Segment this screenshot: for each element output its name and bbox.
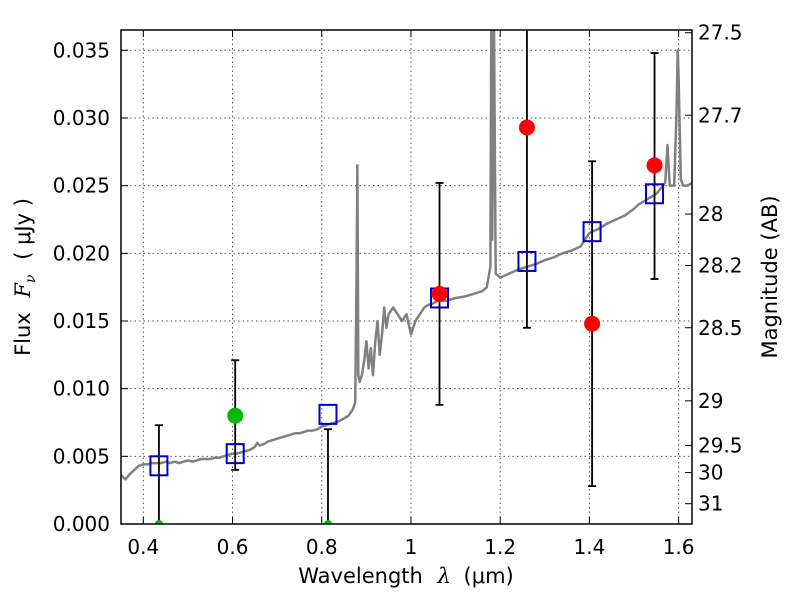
x-tick-label: 0.8 <box>306 535 338 559</box>
model-spectrum-line <box>121 30 692 481</box>
magnitude-axis-label: Magnitude (AB) <box>758 195 782 358</box>
measured-photometry-points <box>154 119 663 524</box>
y-tick-label: 0.020 <box>53 241 110 265</box>
y-tick-label: 0.025 <box>53 174 110 198</box>
magnitude-tick-label: 27.7 <box>698 103 743 127</box>
measured-flux-point <box>646 157 663 174</box>
magnitude-tick-label: 29 <box>698 389 723 413</box>
magnitude-tick-label: 30 <box>698 461 723 485</box>
measured-flux-point <box>227 407 244 424</box>
axis-ticks: 0.4 0.6 0.8 1 1.2 1.4 1.6 0.000 0.005 0.010 0.015 0… <box>53 21 743 559</box>
x-tick-label: 1 <box>405 535 418 559</box>
x-tick-label: 0.6 <box>217 535 249 559</box>
y-axis-label-subscript: ν <box>23 274 39 283</box>
x-tick-label: 1.2 <box>484 535 516 559</box>
x-tick-label: 1.6 <box>663 535 695 559</box>
x-tick-label: 0.4 <box>127 535 159 559</box>
x-axis-label-unit: (μm) <box>464 564 514 588</box>
synthetic-flux-box <box>582 221 602 243</box>
x-tick-label: 1.4 <box>573 535 605 559</box>
y-axis-label: Flux Fν ( μJy ) <box>11 198 40 356</box>
y-axis-label-symbol: F <box>11 282 35 299</box>
y-tick-label: 0.010 <box>53 377 110 401</box>
x-axis-label-symbol: λ <box>437 564 451 588</box>
y-axis-label-unit: ( μJy ) <box>11 198 35 260</box>
synthetic-flux-box <box>225 443 245 465</box>
synthetic-flux-box <box>149 455 169 477</box>
grid <box>121 30 692 524</box>
measured-flux-point <box>518 119 535 136</box>
magnitude-tick-label: 28.2 <box>698 253 743 277</box>
x-axis-label-text: Wavelength <box>298 564 423 588</box>
measured-flux-point <box>584 315 601 332</box>
y-tick-label: 0.015 <box>53 309 110 333</box>
x-axis-label: Wavelength λ (μm) <box>298 564 513 588</box>
measured-flux-point <box>431 285 448 302</box>
error-bars <box>154 30 659 524</box>
magnitude-tick-label: 28.5 <box>698 316 743 340</box>
synthetic-flux-box <box>517 250 537 272</box>
y-axis-label-text: Flux <box>11 312 35 356</box>
measured-flux-point <box>323 520 332 524</box>
magnitude-tick-label: 31 <box>698 492 723 516</box>
y-tick-label: 0.030 <box>53 106 110 130</box>
y-tick-label: 0.005 <box>53 444 110 468</box>
magnitude-tick-label: 27.5 <box>698 21 743 45</box>
synthetic-flux-box <box>318 403 338 425</box>
plot-frame <box>120 29 693 525</box>
magnitude-tick-label: 29.5 <box>698 434 743 458</box>
magnitude-tick-label: 28 <box>698 202 723 226</box>
measured-flux-point <box>154 520 163 524</box>
y-tick-label: 0.035 <box>53 38 110 62</box>
y-tick-label: 0.000 <box>53 512 110 536</box>
synthetic-photometry-boxes <box>149 183 665 477</box>
synthetic-flux-box <box>645 183 665 205</box>
model-spectrum-layer <box>121 30 692 481</box>
